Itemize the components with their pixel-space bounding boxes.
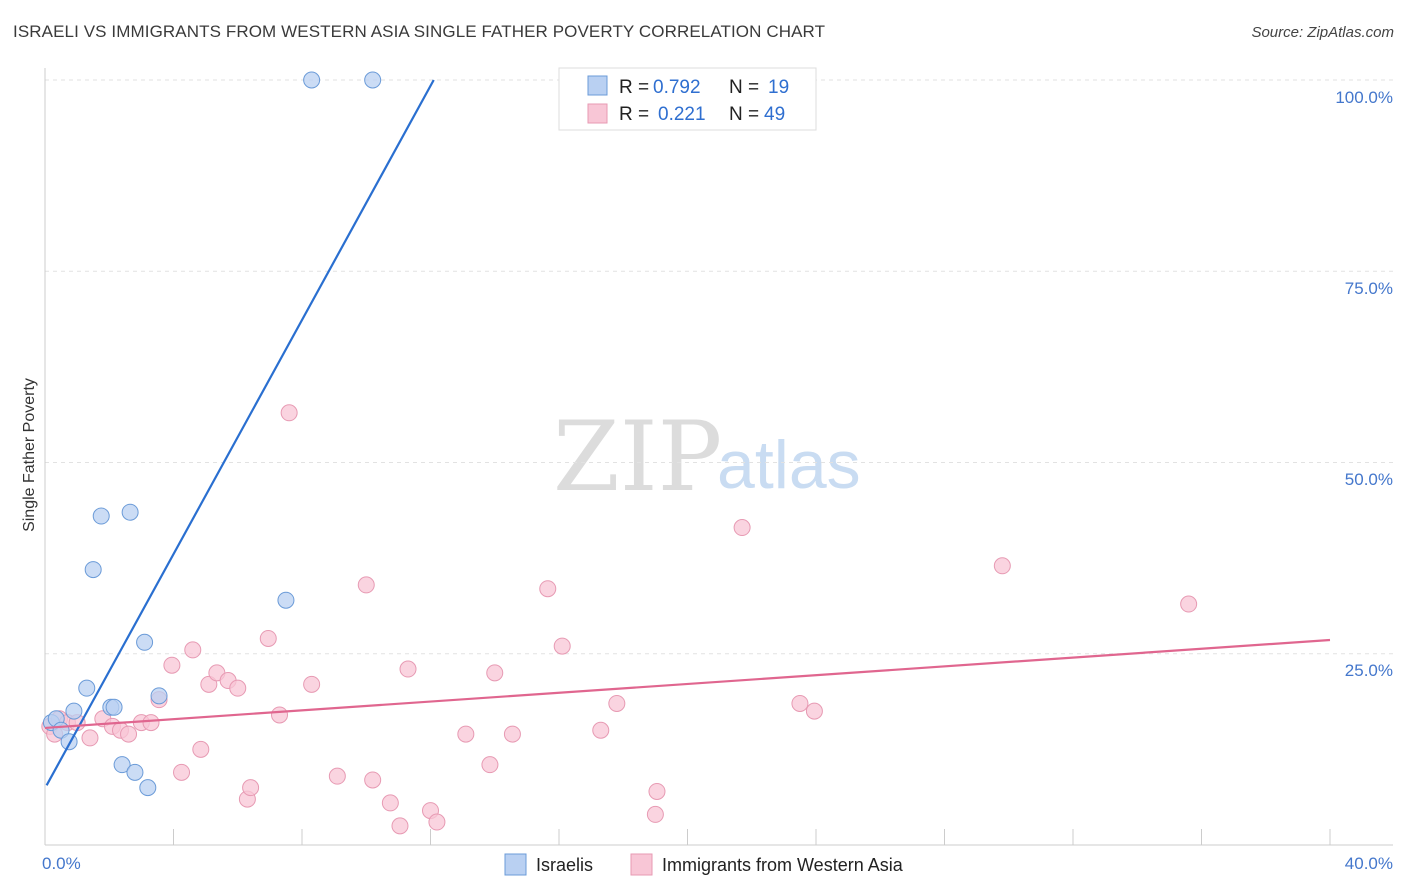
point-western-asia — [164, 657, 180, 673]
point-western-asia — [647, 806, 663, 822]
y-tick-label: 100.0% — [1335, 88, 1393, 107]
point-western-asia — [193, 741, 209, 757]
point-western-asia — [260, 630, 276, 646]
point-western-asia — [358, 577, 374, 593]
point-western-asia — [272, 707, 288, 723]
legend-swatch-western-asia — [588, 104, 607, 123]
point-western-asia — [429, 814, 445, 830]
point-western-asia — [174, 764, 190, 780]
point-israelis — [151, 688, 167, 704]
watermark-atlas: atlas — [717, 427, 861, 503]
scatter-chart: ZIP atlas Single Father Poverty 25.0% 50… — [0, 0, 1406, 892]
y-tick-label: 50.0% — [1345, 470, 1393, 489]
point-israelis — [140, 780, 156, 796]
point-western-asia — [281, 405, 297, 421]
point-israelis — [122, 504, 138, 520]
bottom-legend-swatch-western-asia — [631, 854, 652, 875]
point-israelis — [278, 592, 294, 608]
point-western-asia — [304, 676, 320, 692]
point-israelis — [365, 72, 381, 88]
watermark-zip: ZIP — [553, 401, 722, 513]
x-tick-label-max: 40.0% — [1345, 854, 1393, 873]
point-western-asia — [1181, 596, 1197, 612]
point-israelis — [85, 562, 101, 578]
y-axis-label: Single Father Poverty — [21, 378, 38, 532]
point-western-asia — [392, 818, 408, 834]
y-tick-label: 75.0% — [1345, 279, 1393, 298]
point-western-asia — [792, 695, 808, 711]
bottom-legend-swatch-israelis — [505, 854, 526, 875]
legend-n-label: N = — [729, 77, 759, 98]
point-western-asia — [329, 768, 345, 784]
point-israelis — [137, 634, 153, 650]
point-israelis — [127, 764, 143, 780]
point-israelis — [93, 508, 109, 524]
point-western-asia — [734, 520, 750, 536]
legend-r-value: 0.792 — [653, 77, 701, 98]
trend-line-israelis — [47, 80, 434, 785]
legend-n-value: 49 — [764, 104, 785, 125]
point-israelis — [106, 699, 122, 715]
correlation-legend: R = 0.792 N = 19 R = 0.221 N = 49 — [559, 68, 816, 130]
point-western-asia — [185, 642, 201, 658]
point-western-asia — [458, 726, 474, 742]
point-israelis — [66, 703, 82, 719]
y-tick-label: 25.0% — [1345, 661, 1393, 680]
bottom-legend-label: Immigrants from Western Asia — [662, 855, 904, 875]
point-western-asia — [82, 730, 98, 746]
point-western-asia — [121, 726, 137, 742]
point-western-asia — [482, 757, 498, 773]
point-western-asia — [400, 661, 416, 677]
point-western-asia — [540, 581, 556, 597]
point-israelis — [79, 680, 95, 696]
legend-n-label: N = — [729, 104, 759, 125]
point-israelis — [304, 72, 320, 88]
point-western-asia — [382, 795, 398, 811]
point-western-asia — [504, 726, 520, 742]
point-western-asia — [554, 638, 570, 654]
bottom-legend-label: Israelis — [536, 855, 593, 875]
legend-r-label: R = — [619, 77, 649, 98]
legend-n-value: 19 — [768, 77, 789, 98]
legend-swatch-israelis — [588, 76, 607, 95]
point-western-asia — [649, 783, 665, 799]
legend-r-value: 0.221 — [658, 104, 706, 125]
point-western-asia — [487, 665, 503, 681]
point-western-asia — [593, 722, 609, 738]
x-tick-label-min: 0.0% — [42, 854, 81, 873]
series-legend: Israelis Immigrants from Western Asia — [505, 854, 904, 875]
legend-r-label: R = — [619, 104, 649, 125]
point-western-asia — [994, 558, 1010, 574]
point-western-asia — [806, 703, 822, 719]
point-western-asia — [609, 695, 625, 711]
point-western-asia — [143, 715, 159, 731]
point-western-asia — [230, 680, 246, 696]
point-western-asia — [365, 772, 381, 788]
grid — [45, 80, 1393, 654]
point-western-asia — [243, 780, 259, 796]
